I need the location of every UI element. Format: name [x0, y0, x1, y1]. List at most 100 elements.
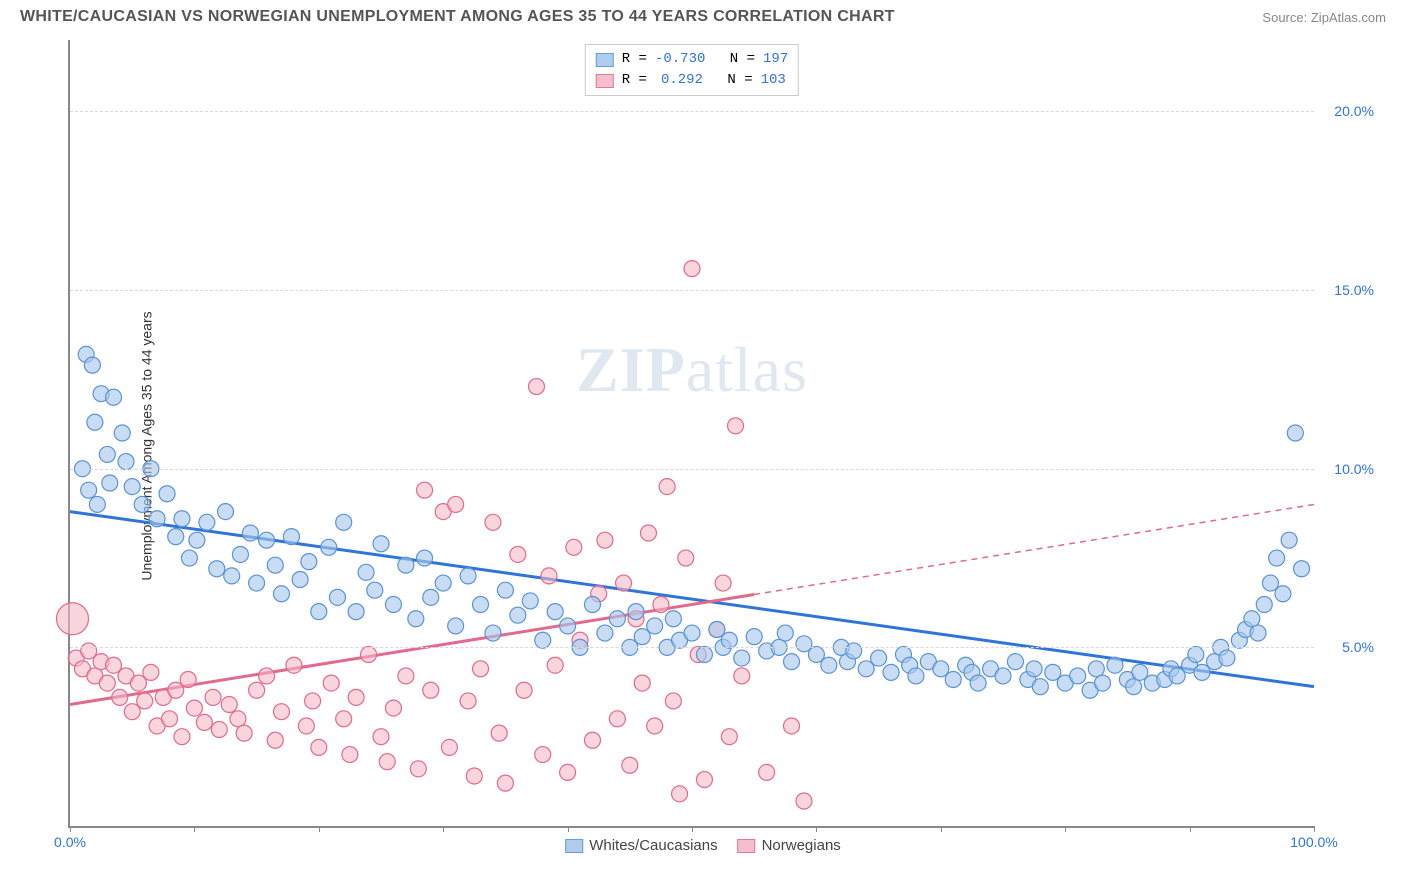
scatter-point [224, 568, 240, 584]
scatter-point [547, 604, 563, 620]
scatter-point [149, 511, 165, 527]
scatter-point [672, 786, 688, 802]
scatter-point [510, 607, 526, 623]
scatter-point [209, 561, 225, 577]
scatter-point [684, 625, 700, 641]
series-legend: Whites/Caucasians Norwegians [565, 837, 841, 854]
scatter-point [622, 757, 638, 773]
scatter-point [174, 729, 190, 745]
scatter-point [460, 693, 476, 709]
scatter-point [168, 529, 184, 545]
scatter-point [883, 664, 899, 680]
scatter-point [106, 389, 122, 405]
scatter-point [102, 475, 118, 491]
scatter-point [311, 739, 327, 755]
scatter-point [230, 711, 246, 727]
scatter-point [784, 718, 800, 734]
scatter-point [721, 729, 737, 745]
x-tick [1190, 826, 1191, 832]
scatter-point [1250, 625, 1266, 641]
swatch-norwegians [596, 74, 614, 88]
scatter-point [348, 689, 364, 705]
y-tick-label: 15.0% [1334, 282, 1374, 298]
scatter-point [1026, 661, 1042, 677]
scatter-point [410, 761, 426, 777]
scatter-point [522, 593, 538, 609]
scatter-point [1070, 668, 1086, 684]
scatter-point [336, 514, 352, 530]
legend-item-norwegians: Norwegians [738, 837, 841, 854]
scatter-point [485, 625, 501, 641]
scatter-point [218, 504, 234, 520]
scatter-point [137, 693, 153, 709]
scatter-point [329, 589, 345, 605]
scatter-point [385, 596, 401, 612]
scatter-point [441, 739, 457, 755]
scatter-point [1188, 647, 1204, 663]
chart-title: WHITE/CAUCASIAN VS NORWEGIAN UNEMPLOYMEN… [20, 8, 895, 26]
scatter-point [821, 657, 837, 673]
scatter-point [196, 714, 212, 730]
scatter-point [653, 596, 669, 612]
scatter-point [89, 496, 105, 512]
scatter-point [1088, 661, 1104, 677]
scatter-point [305, 693, 321, 709]
r-value-whites: -0.730 [655, 49, 705, 70]
scatter-point [734, 668, 750, 684]
scatter-point [460, 568, 476, 584]
scatter-point [566, 539, 582, 555]
x-tick [194, 826, 195, 832]
scatter-point [448, 618, 464, 634]
scatter-point [665, 611, 681, 627]
series-label-whites: Whites/Caucasians [589, 837, 717, 854]
swatch-whites-bottom [565, 839, 583, 853]
legend-row-whites: R = -0.730 N = 197 [596, 49, 788, 70]
scatter-point [466, 768, 482, 784]
scatter-point [510, 546, 526, 562]
scatter-point [908, 668, 924, 684]
scatter-point [423, 589, 439, 605]
scatter-point [162, 711, 178, 727]
scatter-point [273, 704, 289, 720]
scatter-point [249, 575, 265, 591]
scatter-point [118, 454, 134, 470]
scatter-point [417, 482, 433, 498]
scatter-point [112, 689, 128, 705]
scatter-point [647, 618, 663, 634]
legend-item-whites: Whites/Caucasians [565, 837, 717, 854]
gridline [70, 469, 1314, 470]
scatter-point [267, 732, 283, 748]
y-tick-label: 20.0% [1334, 103, 1374, 119]
scatter-point [87, 414, 103, 430]
scatter-point [871, 650, 887, 666]
x-tick-label: 0.0% [54, 834, 86, 850]
scatter-point [640, 525, 656, 541]
scatter-point [1287, 425, 1303, 441]
scatter-point [321, 539, 337, 555]
x-tick [1065, 826, 1066, 832]
scatter-point [323, 675, 339, 691]
scatter-point [273, 586, 289, 602]
scatter-point [249, 682, 265, 698]
scatter-point [721, 632, 737, 648]
scatter-point [746, 629, 762, 645]
scatter-point [659, 479, 675, 495]
scatter-point [715, 575, 731, 591]
scatter-point [1032, 679, 1048, 695]
scatter-point [159, 486, 175, 502]
correlation-legend: R = -0.730 N = 197 R = 0.292 N = 103 [585, 44, 799, 96]
x-tick [692, 826, 693, 832]
scatter-point [678, 550, 694, 566]
scatter-point [348, 604, 364, 620]
scatter-point [784, 654, 800, 670]
scatter-point [497, 775, 513, 791]
scatter-point [759, 764, 775, 780]
x-tick [70, 826, 71, 832]
n-label: N = [727, 70, 752, 91]
scatter-point [435, 575, 451, 591]
r-label: R = [622, 49, 647, 70]
scatter-point [560, 618, 576, 634]
scatter-points-layer [70, 40, 1314, 826]
scatter-point [696, 772, 712, 788]
scatter-point [99, 675, 115, 691]
